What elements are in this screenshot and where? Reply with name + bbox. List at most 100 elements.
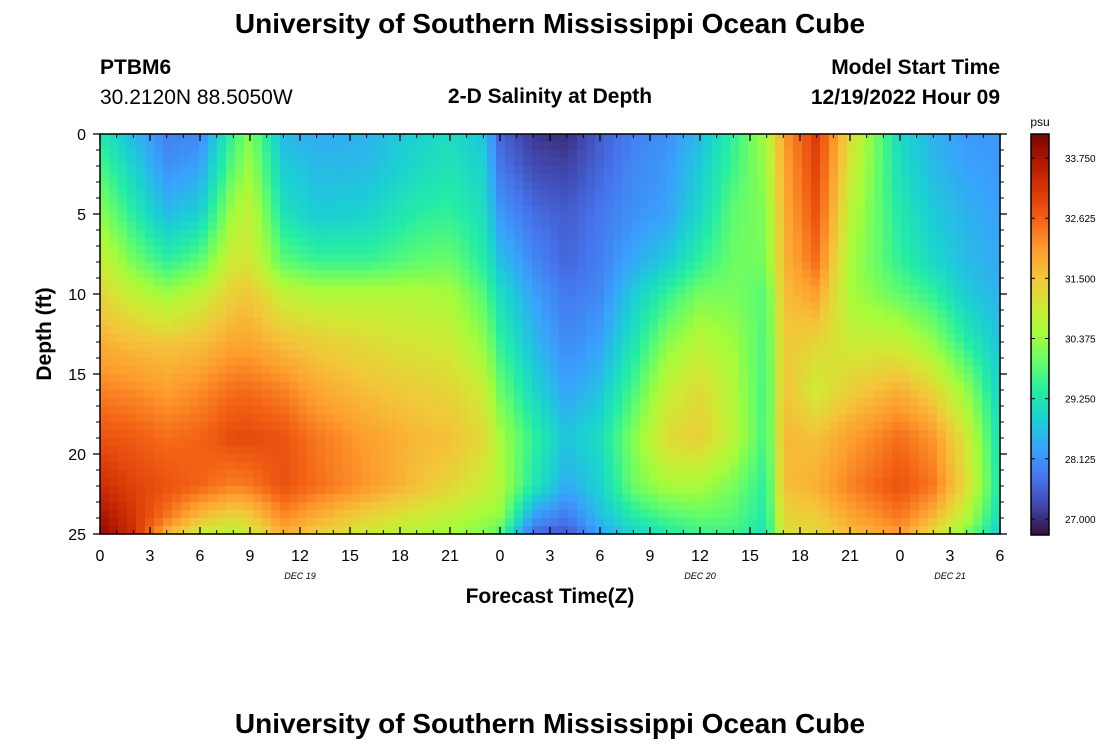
heatmap-cell <box>640 134 650 143</box>
heatmap-cell <box>739 166 749 175</box>
heatmap-cell <box>253 374 263 383</box>
heatmap-cell <box>361 374 371 383</box>
heatmap-cell <box>397 166 407 175</box>
heatmap-cell <box>847 182 857 191</box>
heatmap-cell <box>919 446 929 455</box>
heatmap-cell <box>487 150 497 159</box>
heatmap-cell <box>262 326 272 335</box>
heatmap-cell <box>847 262 857 271</box>
heatmap-cell <box>613 214 623 223</box>
heatmap-cell <box>955 222 965 231</box>
heatmap-cell <box>343 302 353 311</box>
heatmap-cell <box>937 214 947 223</box>
heatmap-cell <box>640 462 650 471</box>
heatmap-cell <box>901 406 911 415</box>
heatmap-cell <box>946 382 956 391</box>
heatmap-cell <box>586 142 596 151</box>
heatmap-cell <box>316 382 326 391</box>
heatmap-cell <box>811 222 821 231</box>
heatmap-cell <box>253 334 263 343</box>
heatmap-cell <box>559 142 569 151</box>
heatmap-cell <box>532 190 542 199</box>
heatmap-cell <box>316 470 326 479</box>
heatmap-cell <box>577 206 587 215</box>
heatmap-cell <box>505 342 515 351</box>
heatmap-cell <box>820 142 830 151</box>
heatmap-cell <box>154 174 164 183</box>
heatmap-cell <box>352 350 362 359</box>
heatmap-cell <box>649 414 659 423</box>
heatmap-cell <box>415 190 425 199</box>
heatmap-cell <box>550 270 560 279</box>
heatmap-cell <box>604 294 614 303</box>
heatmap-cell <box>541 518 551 527</box>
heatmap-cell <box>793 390 803 399</box>
heatmap-cell <box>712 278 722 287</box>
heatmap-cell <box>676 166 686 175</box>
heatmap-cell <box>640 310 650 319</box>
heatmap-cell <box>811 390 821 399</box>
heatmap-cell <box>712 310 722 319</box>
heatmap-cell <box>676 150 686 159</box>
heatmap-cell <box>487 254 497 263</box>
heatmap-cell <box>262 246 272 255</box>
heatmap-cell <box>451 334 461 343</box>
heatmap-cell <box>748 174 758 183</box>
heatmap-cell <box>613 446 623 455</box>
heatmap-cell <box>487 406 497 415</box>
heatmap-cell <box>397 438 407 447</box>
heatmap-cell <box>118 286 128 295</box>
heatmap-cell <box>982 462 992 471</box>
heatmap-cell <box>946 190 956 199</box>
heatmap-cell <box>181 502 191 511</box>
heatmap-cell <box>532 366 542 375</box>
heatmap-cell <box>865 342 875 351</box>
heatmap-cell <box>244 462 254 471</box>
heatmap-cell <box>577 134 587 143</box>
heatmap-cell <box>181 526 191 535</box>
heatmap-cell <box>955 326 965 335</box>
heatmap-cell <box>991 302 1001 311</box>
heatmap-cell <box>244 142 254 151</box>
heatmap-cell <box>199 510 209 519</box>
heatmap-cell <box>280 438 290 447</box>
heatmap-cell <box>469 294 479 303</box>
heatmap-cell <box>667 222 677 231</box>
heatmap-cell <box>361 454 371 463</box>
heatmap-cell <box>937 334 947 343</box>
heatmap-cell <box>514 286 524 295</box>
heatmap-cell <box>406 438 416 447</box>
heatmap-cell <box>163 374 173 383</box>
heatmap-cell <box>856 470 866 479</box>
heatmap-cell <box>802 422 812 431</box>
heatmap-cell <box>829 254 839 263</box>
heatmap-cell <box>298 286 308 295</box>
heatmap-cell <box>784 510 794 519</box>
heatmap-cell <box>199 286 209 295</box>
heatmap-cell <box>487 238 497 247</box>
heatmap-cell <box>694 278 704 287</box>
heatmap-cell <box>370 142 380 151</box>
heatmap-cell <box>136 374 146 383</box>
heatmap-cell <box>559 494 569 503</box>
heatmap-cell <box>847 286 857 295</box>
heatmap-cell <box>901 142 911 151</box>
heatmap-cell <box>820 430 830 439</box>
heatmap-cell <box>703 166 713 175</box>
heatmap-cell <box>982 438 992 447</box>
heatmap-cell <box>991 462 1001 471</box>
heatmap-cell <box>955 518 965 527</box>
heatmap-cell <box>874 270 884 279</box>
heatmap-cell <box>253 158 263 167</box>
heatmap-cell <box>280 214 290 223</box>
heatmap-cell <box>973 166 983 175</box>
heatmap-cell <box>964 198 974 207</box>
heatmap-cell <box>199 494 209 503</box>
heatmap-cell <box>595 334 605 343</box>
heatmap-cell <box>226 366 236 375</box>
heatmap-cell <box>919 494 929 503</box>
heatmap-cell <box>136 342 146 351</box>
heatmap-cell <box>379 294 389 303</box>
heatmap-cell <box>892 158 902 167</box>
heatmap-cell <box>784 246 794 255</box>
